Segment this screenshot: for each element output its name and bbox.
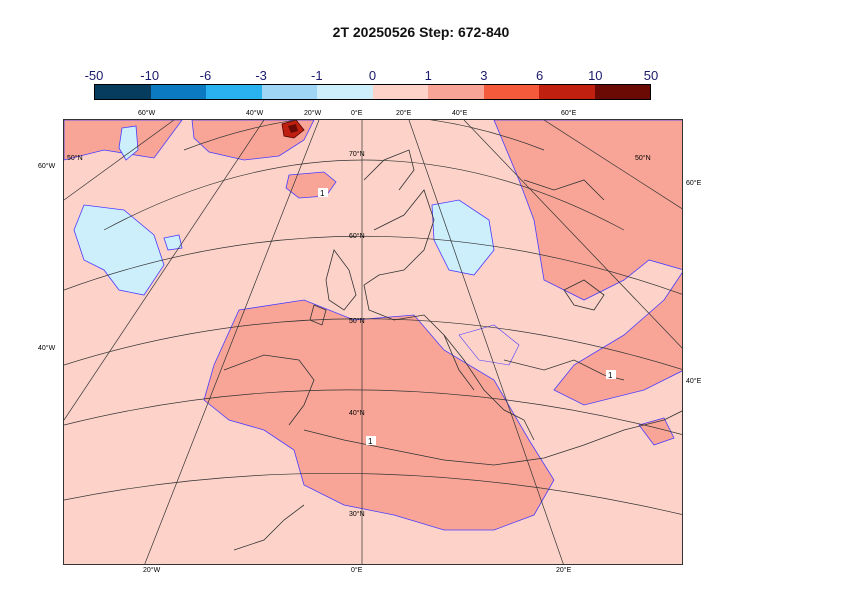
legend-tick: 3 (480, 68, 488, 83)
map-panel: 1 1 1 70°N 60°N 50°N 40°N 30°N 50°N 50°N (63, 119, 683, 565)
lon-label-top: 40°E (452, 110, 468, 117)
legend-swatch (483, 85, 539, 99)
legend-tick-labels: -50 -10 -6 -3 -1 0 1 3 6 10 50 (85, 68, 659, 84)
warm-region-russia-north (493, 120, 682, 301)
legend-swatch (428, 85, 484, 99)
contour-label: 1 (320, 189, 325, 198)
lat-label: 30°N (349, 511, 365, 518)
legend-tick: 1 (424, 68, 432, 83)
cool-region-baffin (118, 125, 139, 161)
warm-region-anatolia (638, 417, 675, 446)
legend-swatch (594, 85, 650, 99)
lat-label: 50°N (349, 318, 365, 325)
map-title: 2T 20250526 Step: 672-840 (332, 24, 510, 40)
lon-label-right: 60°E (686, 180, 702, 187)
lon-label-top: 0°E (351, 110, 363, 117)
legend-swatch (150, 85, 206, 99)
contour-label-group: 1 1 1 (318, 188, 616, 446)
legend-swatch (317, 85, 373, 99)
lon-label-top: 20°E (396, 110, 412, 117)
legend-tick: 50 (643, 68, 659, 83)
lat-label: 60°N (349, 233, 365, 240)
legend-swatch (261, 85, 317, 99)
contour-label: 1 (368, 437, 373, 446)
graticule-meridians (64, 120, 682, 564)
lon-label-bottom: 0°E (351, 567, 363, 574)
lon-label-top: 60°W (138, 110, 156, 117)
lon-label-bottom: 20°E (556, 567, 572, 574)
legend-tick: -3 (255, 68, 267, 83)
lat-label: 70°N (349, 151, 365, 158)
legend-swatch (95, 85, 151, 99)
warm-region-iberia-mediterranean (203, 299, 555, 531)
legend-tick: 0 (368, 68, 377, 83)
lon-label-top: 20°W (304, 110, 322, 117)
lon-label-top: 60°E (561, 110, 577, 117)
legend-swatch (539, 85, 595, 99)
lon-label-left: 40°W (38, 345, 56, 352)
lat-label-corner: 50°N (635, 155, 651, 162)
legend-tick: -10 (140, 68, 160, 83)
lat-label: 40°N (349, 410, 365, 417)
legend-tick: -50 (84, 68, 104, 83)
legend-tick: -6 (199, 68, 212, 83)
contour-label: 1 (608, 371, 613, 380)
cool-region-small (163, 234, 183, 251)
hot-spot-core (288, 124, 298, 133)
legend-tick: 10 (588, 68, 603, 83)
legend-tick: 6 (535, 68, 544, 83)
lon-label-top: 40°W (246, 110, 264, 117)
lon-label-right: 40°E (686, 378, 702, 385)
legend-swatch (372, 85, 428, 99)
lon-label-bottom: 20°W (143, 567, 161, 574)
lat-label-corner: 50°N (67, 155, 83, 162)
legend-tick: -1 (311, 68, 323, 83)
lon-label-left: 60°W (38, 163, 56, 170)
legend-swatch (206, 85, 262, 99)
warm-region-black-sea (553, 272, 682, 406)
cool-region-labrador (73, 204, 165, 296)
color-legend (94, 84, 651, 100)
graticule-parallels (64, 120, 682, 515)
map-canvas: 1 1 1 (64, 120, 682, 564)
cool-region-baltic (431, 199, 495, 276)
